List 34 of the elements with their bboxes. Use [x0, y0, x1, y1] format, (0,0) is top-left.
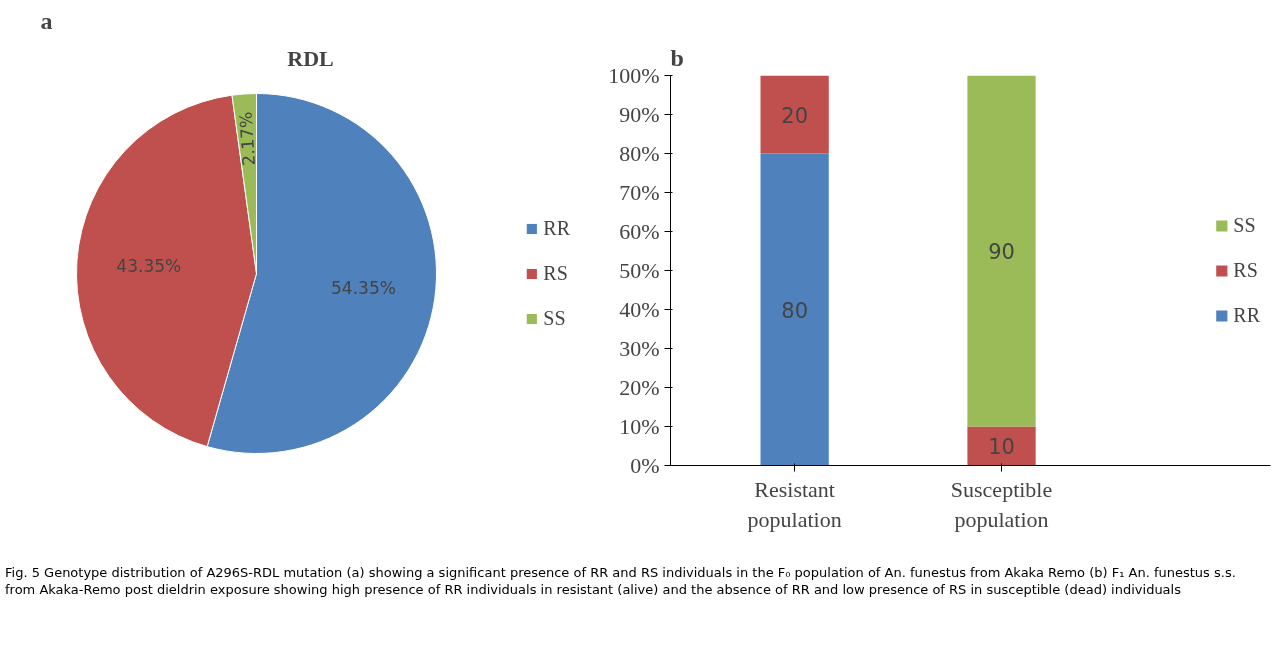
x-tick-label: Susceptible population [950, 476, 1053, 532]
bar [760, 153, 829, 466]
y-tick-label: 60% [619, 219, 660, 244]
bar [967, 426, 1036, 466]
chart-subtitle: RDL [287, 45, 334, 71]
data-label: 10 [988, 435, 1015, 459]
legend-label: RR [543, 216, 570, 240]
y-tick-label: 90% [619, 102, 660, 127]
y-tick-label: 80% [619, 141, 660, 166]
caption: Fig. 5 Genotype distribution of A296S-RDL mutation (a) showing a significant presence of RR and RS individuals in the F₀ population of An. funestus from Akaka Remo (b) F₁ An. funestus s.s. from Akaka-Remo post dieldrin exposure showing high presence of RR individuals in resistant (alive) and the absence of RR and low presence of RS in susceptible (dead) individuals [5, 565, 1237, 599]
chart-title: a [40, 7, 53, 34]
data-label: 90 [988, 240, 1015, 264]
y-tick-label: 50% [619, 258, 660, 283]
y-tick-label: 70% [619, 180, 660, 205]
legend-label: SS [543, 306, 566, 330]
y-tick-label: 30% [619, 336, 660, 361]
y-tick-label: 10% [619, 414, 660, 439]
bar [967, 75, 1036, 427]
x-tick-label: Resistant population [747, 476, 842, 532]
bar [760, 75, 829, 154]
legend-label: RS [543, 261, 568, 285]
legend-label: SS [1233, 213, 1256, 237]
data-label: 54.35% [331, 278, 396, 299]
legend-label: RR [1233, 303, 1260, 327]
y-tick-label: 20% [619, 375, 660, 400]
y-tick-label: 40% [619, 297, 660, 322]
chart-title: b [670, 44, 684, 71]
y-tick-label: 100% [608, 63, 660, 88]
data-label: 2.17% [235, 111, 260, 167]
data-label: 20 [781, 103, 809, 128]
data-label: 80 [781, 298, 809, 323]
data-label: 43.35% [116, 255, 182, 276]
y-tick-label: 0% [630, 453, 660, 478]
legend-label: RS [1233, 258, 1258, 282]
